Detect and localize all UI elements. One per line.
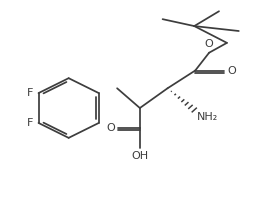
Text: O: O <box>106 123 114 133</box>
Text: OH: OH <box>131 151 148 161</box>
Text: F: F <box>27 88 33 98</box>
Text: F: F <box>27 118 33 128</box>
Text: NH₂: NH₂ <box>196 112 217 122</box>
Text: O: O <box>226 65 235 76</box>
Text: O: O <box>204 39 213 49</box>
